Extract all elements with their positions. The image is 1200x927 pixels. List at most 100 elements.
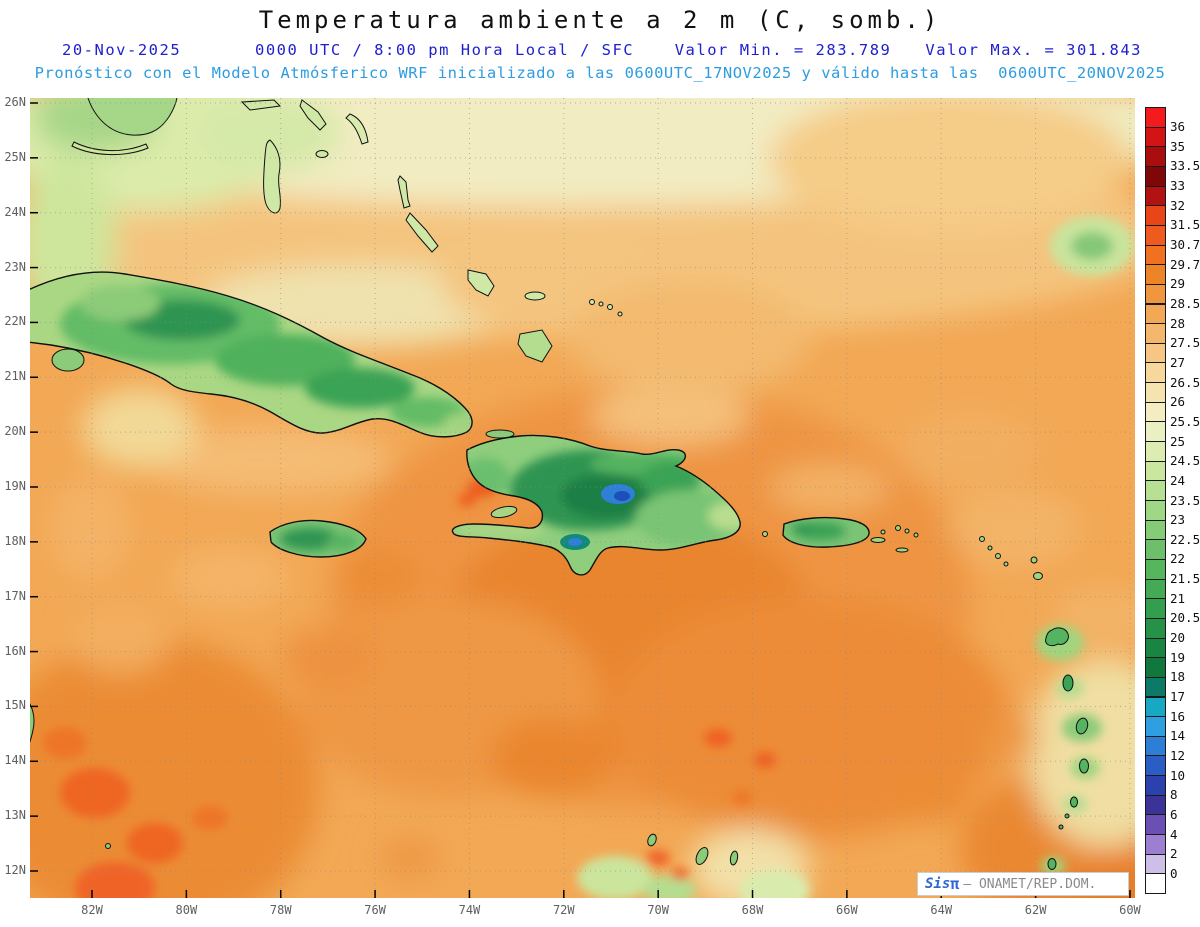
lat-tick-label: 15N [4,698,26,713]
legend-value-label: 21 [1170,590,1186,606]
legend-value-label: 22.5 [1170,531,1200,547]
legend-value-label: 25.5 [1170,413,1200,429]
legend-color-box [1145,539,1166,560]
legend-color-box [1145,224,1166,246]
legend-color-box [1145,441,1166,462]
legend-value-label: 16 [1170,708,1186,724]
legend-value-label: 21.5 [1170,571,1200,587]
legend-color-box [1145,696,1166,718]
page-title: Temperatura ambiente a 2 m (C, somb.) [258,6,942,34]
legend-color-box [1145,873,1166,894]
legend-color-box [1145,814,1166,836]
lon-tick-label: 70W [647,903,669,917]
legend-color-box [1145,676,1166,698]
valor-max: Valor Max. = 301.843 [925,41,1142,59]
lat-lon-gridlines [30,98,1135,898]
legend-value-label: 22 [1170,551,1186,567]
legend-value-label: 20.5 [1170,610,1200,626]
legend-color-box [1145,342,1166,364]
legend-value-label: 17 [1170,689,1186,704]
watermark-brand: Sis [925,876,951,892]
lat-tick-label: 17N [4,588,26,603]
lat-tick-label: 14N [4,753,26,768]
header-info-line: 20-Nov-2025 0000 UTC / 8:00 pm Hora Loca… [0,41,1200,61]
legend-value-label: 4 [1170,826,1178,842]
model-init-line: Pronóstico con el Modelo Atmósferico WRF… [34,64,1166,82]
legend-value-label: 14 [1170,728,1186,744]
lat-tick-label: 13N [4,808,26,823]
lon-tick-label: 64W [930,903,953,917]
legend-color-box [1145,244,1166,266]
legend-value-label: 33 [1170,178,1186,194]
legend-color-box [1145,558,1166,580]
forecast-map [30,98,1135,898]
legend-value-label: 20 [1170,630,1186,646]
legend-color-box [1145,460,1166,482]
legend-value-label: 33.5 [1170,158,1200,174]
lon-tick-label: 62W [1024,903,1047,917]
lat-tick-label: 26N [4,95,26,109]
lat-tick-label: 22N [4,314,26,329]
legend-value-label: 23.5 [1170,492,1200,508]
watermark-text: – ONAMET/REP.DOM. [963,876,1097,892]
legend-color-box [1145,598,1166,619]
legend-color-box [1145,382,1166,403]
lat-tick-label: 23N [4,259,26,274]
legend-color-box [1145,205,1166,226]
legend-value-label: 26.5 [1170,374,1200,390]
legend-value-label: 12 [1170,747,1186,763]
value-range: Valor Min. = 283.789 Valor Max. = 301.84… [675,41,1142,59]
legend-color-box [1145,283,1166,305]
legend-color-box [1145,755,1166,777]
legend-color-box [1145,126,1166,148]
lon-tick-label: 66W [836,903,858,917]
legend-color-box [1145,362,1166,384]
temperature-color-scale: 36 35 33.5 33 32 31.5 30.7 29.7 29 28.5 28 27.5 27 26… [1145,107,1200,895]
forecast-valid-time: 0000 UTC / 8:00 pm Hora Local / SFC [255,41,635,59]
lat-tick-label: 21N [4,369,26,384]
lon-tick-label: 60W [1119,903,1141,917]
legend-color-box [1145,637,1166,659]
legend-color-box [1145,401,1166,423]
legend-color-box [1145,853,1166,875]
legend-color-box [1145,165,1166,187]
legend-value-label: 19 [1170,649,1186,665]
legend-value-label: 27 [1170,354,1186,370]
legend-value-label: 18 [1170,669,1186,685]
valor-min: Valor Min. = 283.789 [674,41,892,59]
legend-color-box [1145,775,1166,796]
legend-color-box [1145,323,1166,344]
small-islands [30,99,1089,870]
legend-value-label: 28 [1170,315,1186,331]
legend-value-label: 36 [1170,119,1186,135]
lon-tick-label: 82W [81,903,103,917]
lat-tick-label: 18N [4,533,26,548]
legend-color-box [1145,146,1166,167]
lat-tick-label: 20N [4,424,26,439]
lon-tick-label: 78W [269,903,292,917]
legend-value-label: 8 [1170,787,1178,803]
legend-value-label: 29.7 [1170,256,1200,272]
map-area [30,98,1135,898]
legend-color-box [1145,480,1166,501]
legend-color-box [1145,264,1166,285]
lon-tick-label: 68W [741,903,764,917]
latitude-axis: 26N 25N 24N 23N 22N 21N 20N 19N 18N 17N 16N 15N 14N 1… [0,95,27,898]
lat-tick-label: 24N [4,204,26,219]
legend-color-box [1145,657,1166,678]
longitude-axis: 82W 80W 78W 76W 74W 72W 70W 68W 66W 64W 62W 60W [0,903,1200,919]
legend-value-label: 10 [1170,767,1186,783]
lon-tick-label: 72W [552,903,575,917]
lon-tick-label: 80W [175,903,198,917]
legend-color-box [1145,735,1166,757]
legend-value-label: 35 [1170,138,1186,154]
watermark: Sis π – ONAMET/REP.DOM. [917,872,1129,896]
legend-color-box [1145,617,1166,639]
lon-tick-label: 74W [458,903,481,917]
lat-tick-label: 19N [4,478,26,493]
legend-value-label: 31.5 [1170,217,1200,233]
legend-value-label: 24 [1170,472,1186,488]
legend-color-box [1145,500,1166,521]
legend-value-label: 6 [1170,806,1178,822]
